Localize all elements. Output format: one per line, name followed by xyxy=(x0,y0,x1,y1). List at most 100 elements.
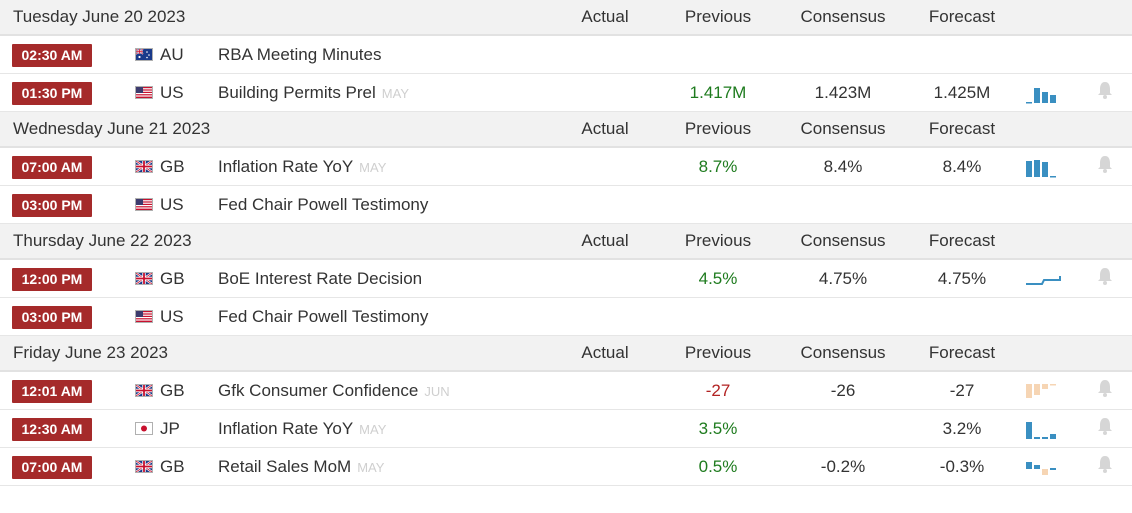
forecast-value: 8.4% xyxy=(942,157,982,176)
forecast-value: 1.425M xyxy=(933,83,991,102)
col-previous-header: Previous xyxy=(684,231,752,250)
forecast-value: 4.75% xyxy=(937,269,987,288)
sparkline-chart-icon[interactable] xyxy=(1024,268,1064,295)
country-code: US xyxy=(160,195,184,214)
event-name[interactable]: BoE Interest Rate Decision xyxy=(218,269,422,289)
country-code: AU xyxy=(160,45,184,64)
event-title: Fed Chair Powell Testimony xyxy=(218,307,429,326)
previous-value: 8.7% xyxy=(698,157,738,176)
consensus-value: 4.75% xyxy=(818,269,868,288)
time-badge: 03:00 PM xyxy=(12,194,92,217)
country-code: US xyxy=(160,83,184,102)
bell-icon[interactable] xyxy=(1096,154,1114,179)
event-name[interactable]: Fed Chair Powell Testimony xyxy=(218,307,428,327)
day-header: Wednesday June 21 2023 Actual Previous C… xyxy=(0,112,1132,148)
day-header: Tuesday June 20 2023 Actual Previous Con… xyxy=(0,0,1132,36)
country-code: GB xyxy=(160,457,185,476)
reference-period: JUN xyxy=(424,384,450,399)
event-row[interactable]: 07:00 AM GB Inflation Rate YoY MAY 8.7% 8… xyxy=(0,148,1132,186)
col-actual-header: Actual xyxy=(581,343,629,362)
reference-period: MAY xyxy=(381,86,409,101)
col-consensus-header: Consensus xyxy=(800,119,886,138)
sparkline-chart-icon[interactable] xyxy=(1024,82,1064,109)
col-actual-header: Actual xyxy=(581,7,629,26)
col-previous-header: Previous xyxy=(684,119,752,138)
event-title: Gfk Consumer Confidence xyxy=(218,381,419,400)
event-row[interactable]: 01:30 PM US Building Permits Prel MAY 1.4… xyxy=(0,74,1132,112)
gb-flag-icon xyxy=(135,460,153,473)
time-badge: 07:00 AM xyxy=(12,456,92,479)
bell-icon[interactable] xyxy=(1096,266,1114,291)
event-title: BoE Interest Rate Decision xyxy=(218,269,423,288)
gb-flag-icon xyxy=(135,160,153,173)
col-forecast-header: Forecast xyxy=(928,7,996,26)
time-badge: 12:00 PM xyxy=(12,268,92,291)
col-consensus-header: Consensus xyxy=(800,343,886,362)
sparkline-chart-icon[interactable] xyxy=(1024,380,1064,407)
reference-period: MAY xyxy=(359,422,387,437)
col-previous-header: Previous xyxy=(684,343,752,362)
event-name[interactable]: Inflation Rate YoY MAY xyxy=(218,419,386,439)
event-name[interactable]: Fed Chair Powell Testimony xyxy=(218,195,428,215)
event-name[interactable]: Retail Sales MoM MAY xyxy=(218,457,384,477)
country-code: US xyxy=(160,307,184,326)
event-title: Inflation Rate YoY xyxy=(218,157,354,176)
previous-value: 1.417M xyxy=(689,83,747,102)
bell-icon[interactable] xyxy=(1096,416,1114,441)
time-badge: 01:30 PM xyxy=(12,82,92,105)
event-title: Inflation Rate YoY xyxy=(218,419,354,438)
gb-flag-icon xyxy=(135,272,153,285)
au-flag-icon xyxy=(135,48,153,61)
event-title: Building Permits Prel xyxy=(218,83,376,102)
consensus-value: 8.4% xyxy=(823,157,863,176)
col-previous-header: Previous xyxy=(684,7,752,26)
country-code: GB xyxy=(160,157,185,176)
col-forecast-header: Forecast xyxy=(928,231,996,250)
event-name[interactable]: Building Permits Prel MAY xyxy=(218,83,409,103)
event-row[interactable]: 02:30 AM AU RBA Meeting Minutes xyxy=(0,36,1132,74)
col-consensus-header: Consensus xyxy=(800,231,886,250)
consensus-value: 1.423M xyxy=(814,83,872,102)
event-row[interactable]: 03:00 PM US Fed Chair Powell Testimony xyxy=(0,298,1132,336)
event-row[interactable]: 12:00 PM GB BoE Interest Rate Decision 4… xyxy=(0,260,1132,298)
sparkline-chart-icon[interactable] xyxy=(1024,418,1064,445)
bell-icon[interactable] xyxy=(1096,80,1114,105)
economic-calendar: Tuesday June 20 2023 Actual Previous Con… xyxy=(0,0,1132,486)
event-title: Fed Chair Powell Testimony xyxy=(218,195,429,214)
bell-icon[interactable] xyxy=(1096,454,1114,479)
bell-icon[interactable] xyxy=(1096,378,1114,403)
us-flag-icon xyxy=(135,198,153,211)
event-title: RBA Meeting Minutes xyxy=(218,45,382,64)
event-row[interactable]: 03:00 PM US Fed Chair Powell Testimony xyxy=(0,186,1132,224)
time-badge: 07:00 AM xyxy=(12,156,92,179)
event-row[interactable]: 12:30 AM JP Inflation Rate YoY MAY 3.5% 3… xyxy=(0,410,1132,448)
sparkline-chart-icon[interactable] xyxy=(1024,456,1064,483)
day-header: Thursday June 22 2023 Actual Previous Co… xyxy=(0,224,1132,260)
day-date: Friday June 23 2023 xyxy=(13,343,168,362)
forecast-value: -0.3% xyxy=(939,457,985,476)
sparkline-chart-icon[interactable] xyxy=(1024,156,1064,183)
country-code: GB xyxy=(160,269,185,288)
day-header: Friday June 23 2023 Actual Previous Cons… xyxy=(0,336,1132,372)
jp-flag-icon xyxy=(135,422,153,435)
event-title: Retail Sales MoM xyxy=(218,457,352,476)
consensus-value: -0.2% xyxy=(820,457,866,476)
event-name[interactable]: Inflation Rate YoY MAY xyxy=(218,157,386,177)
event-row[interactable]: 07:00 AM GB Retail Sales MoM MAY 0.5% -0.… xyxy=(0,448,1132,486)
event-row[interactable]: 12:01 AM GB Gfk Consumer Confidence JUN -… xyxy=(0,372,1132,410)
event-name[interactable]: RBA Meeting Minutes xyxy=(218,45,381,65)
previous-value: 3.5% xyxy=(698,419,738,438)
us-flag-icon xyxy=(135,86,153,99)
day-date: Thursday June 22 2023 xyxy=(13,231,192,250)
col-actual-header: Actual xyxy=(581,231,629,250)
col-consensus-header: Consensus xyxy=(800,7,886,26)
forecast-value: 3.2% xyxy=(942,419,982,438)
event-name[interactable]: Gfk Consumer Confidence JUN xyxy=(218,381,450,401)
time-badge: 12:01 AM xyxy=(12,380,92,403)
time-badge: 12:30 AM xyxy=(12,418,92,441)
country-code: JP xyxy=(160,419,180,438)
forecast-value: -27 xyxy=(949,381,975,400)
country-code: GB xyxy=(160,381,185,400)
gb-flag-icon xyxy=(135,384,153,397)
day-date: Wednesday June 21 2023 xyxy=(13,119,211,138)
